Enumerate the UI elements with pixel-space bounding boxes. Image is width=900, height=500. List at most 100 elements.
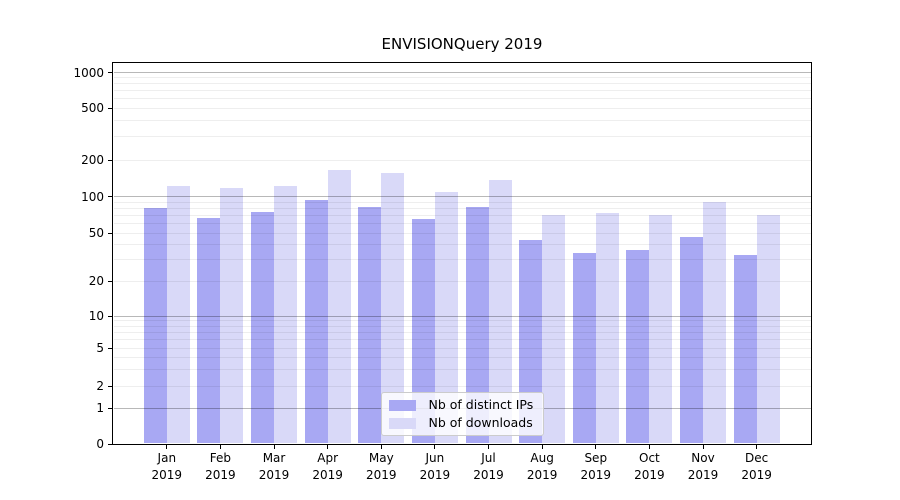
bar-distinct-ips (680, 237, 703, 444)
bar-downloads (434, 192, 458, 444)
y-tick (108, 107, 112, 109)
y-tick (108, 159, 112, 161)
x-tick-label: Mar 2019 (242, 450, 306, 484)
bar-downloads (220, 187, 244, 444)
y-tick-label: 100 (81, 189, 104, 204)
y-tick (108, 443, 112, 445)
gridline-minor (114, 320, 811, 322)
y-tick (108, 280, 112, 282)
gridline-minor (114, 356, 811, 358)
bar-downloads (756, 214, 780, 444)
gridline-minor (114, 201, 811, 203)
x-tick-year: 2019 (365, 468, 397, 482)
y-tick-label: 1000 (73, 65, 104, 80)
bar-downloads (542, 215, 566, 444)
x-tick-year: 2019 (205, 468, 236, 482)
bar-downloads (381, 173, 405, 444)
bar-distinct-ips (411, 219, 435, 444)
bar-downloads (327, 170, 351, 444)
x-tick-month: May (368, 451, 394, 465)
gridline-minor (114, 244, 811, 246)
gridline-minor (114, 339, 811, 341)
y-tick-label: 1 (96, 401, 104, 415)
x-tick-label: May 2019 (349, 450, 413, 484)
legend-label-distinct-ips: Nb of distinct IPs (428, 397, 534, 412)
x-tick-month: Mar (262, 451, 286, 465)
bar-distinct-ips (304, 200, 328, 444)
gridline-major (114, 315, 811, 317)
bar-distinct-ips (465, 206, 489, 444)
x-tick-label: Apr 2019 (296, 450, 360, 484)
gridline-minor (114, 325, 811, 327)
legend-swatch-distinct-ips (388, 399, 416, 411)
gridline-minor (114, 347, 811, 349)
y-tick (108, 72, 112, 73)
x-tick-year: 2019 (580, 468, 612, 482)
x-tick-month: Oct (639, 451, 660, 465)
gridline-minor (114, 77, 811, 79)
bar-distinct-ips (143, 207, 167, 444)
gridline-minor (114, 214, 811, 216)
x-tick-label: Jun 2019 (403, 450, 467, 484)
gridline-minor (114, 83, 811, 85)
x-tick (273, 444, 275, 449)
bar-downloads (703, 202, 726, 444)
y-tick (108, 196, 112, 197)
gridline-minor (114, 90, 811, 92)
bar-downloads (488, 179, 512, 444)
x-tick (648, 444, 650, 449)
bar-downloads (166, 186, 190, 444)
x-tick-year: 2019 (419, 468, 451, 482)
x-tick-month: Jan (157, 451, 177, 465)
y-tick (108, 232, 112, 234)
x-tick-label: Jul 2019 (457, 450, 521, 484)
legend-label-downloads: Nb of downloads (428, 415, 533, 430)
chart-title: ENVISIONQuery 2019 (381, 35, 543, 53)
bar-downloads (649, 214, 673, 444)
x-tick-month: Apr (317, 451, 339, 465)
legend-item-downloads: Nb of downloads (388, 415, 536, 431)
gridline-minor (114, 98, 811, 100)
gridline-minor (114, 232, 811, 234)
y-tick-label: 0 (96, 437, 104, 451)
bar-distinct-ips (733, 254, 757, 444)
gridline-minor (114, 368, 811, 370)
x-tick-month: Nov (691, 451, 715, 465)
x-tick-label: Sep 2019 (564, 450, 628, 484)
gridline-minor (114, 120, 811, 122)
y-tick-label: 500 (81, 101, 104, 115)
x-tick (327, 444, 329, 449)
x-tick-month: Aug (530, 451, 554, 465)
x-tick-year: 2019 (687, 468, 719, 482)
x-tick-month: Feb (209, 451, 232, 465)
x-tick-month: Jul (481, 451, 496, 465)
bar-distinct-ips (197, 217, 221, 444)
bar-distinct-ips (572, 253, 596, 444)
x-tick (434, 444, 436, 449)
x-tick-year: 2019 (741, 468, 772, 482)
x-tick (488, 444, 490, 449)
x-tick-label: Nov 2019 (671, 450, 735, 484)
x-tick-month: Jun (425, 451, 445, 465)
gridline-minor (114, 136, 811, 138)
x-tick-year: 2019 (258, 468, 290, 482)
x-tick-label: Feb 2019 (188, 450, 252, 484)
bar-downloads (274, 186, 298, 444)
x-tick-year: 2019 (151, 468, 183, 482)
bar-distinct-ips (251, 212, 275, 444)
y-tick-label: 2 (96, 379, 104, 393)
x-tick (756, 444, 758, 449)
x-tick-year: 2019 (312, 468, 343, 482)
x-tick-year: 2019 (526, 468, 558, 482)
x-tick-year: 2019 (473, 468, 504, 482)
legend-item-distinct-ips: Nb of distinct IPs (388, 397, 536, 413)
bar-distinct-ips (358, 206, 382, 444)
x-tick-label: Aug 2019 (510, 450, 574, 484)
y-tick-label: 200 (81, 153, 104, 167)
x-tick (380, 444, 382, 449)
x-tick-year: 2019 (634, 468, 665, 482)
legend-swatch-downloads (388, 417, 416, 429)
y-tick (108, 385, 112, 387)
x-tick (702, 444, 704, 449)
bar-downloads (595, 213, 619, 444)
